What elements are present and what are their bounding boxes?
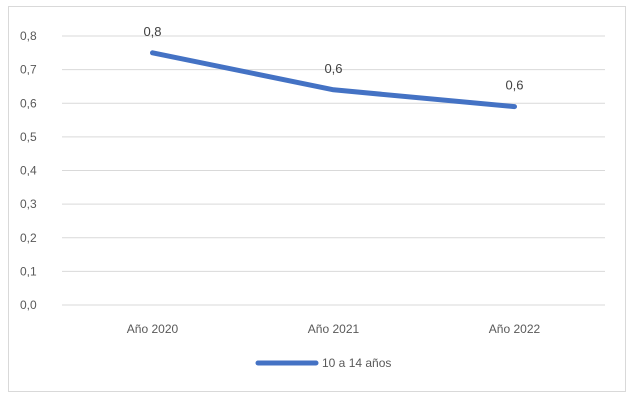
data-label: 0,8 (143, 24, 161, 39)
y-tick-label: 0,1 (20, 264, 37, 278)
x-axis-tick-labels: Año 2020 Año 2021 Año 2022 (127, 322, 541, 336)
y-axis-tick-labels: 0,0 0,1 0,2 0,3 0,4 0,5 0,6 0,7 0,8 (20, 29, 37, 312)
gridlines (62, 35, 605, 306)
data-label: 0,6 (324, 61, 342, 76)
x-tick-label: Año 2021 (308, 322, 360, 336)
series-lines (150, 50, 517, 110)
legend: 10 a 14 años (255, 356, 391, 370)
series-line (150, 50, 517, 110)
data-label: 0,6 (505, 78, 523, 93)
x-tick-label: Año 2020 (127, 322, 179, 336)
y-tick-label: 0,0 (20, 298, 37, 312)
y-tick-label: 0,5 (20, 130, 37, 144)
y-tick-label: 0,7 (20, 63, 37, 77)
chart-frame (8, 6, 626, 392)
y-tick-label: 0,4 (20, 164, 37, 178)
y-tick-label: 0,3 (20, 197, 37, 211)
y-tick-label: 0,8 (20, 29, 37, 43)
x-tick-label: Año 2022 (489, 322, 541, 336)
y-tick-label: 0,2 (20, 231, 37, 245)
y-tick-label: 0,6 (20, 96, 37, 110)
legend-label: 10 a 14 años (322, 356, 391, 370)
data-labels: 0,8 0,6 0,6 (143, 24, 523, 93)
